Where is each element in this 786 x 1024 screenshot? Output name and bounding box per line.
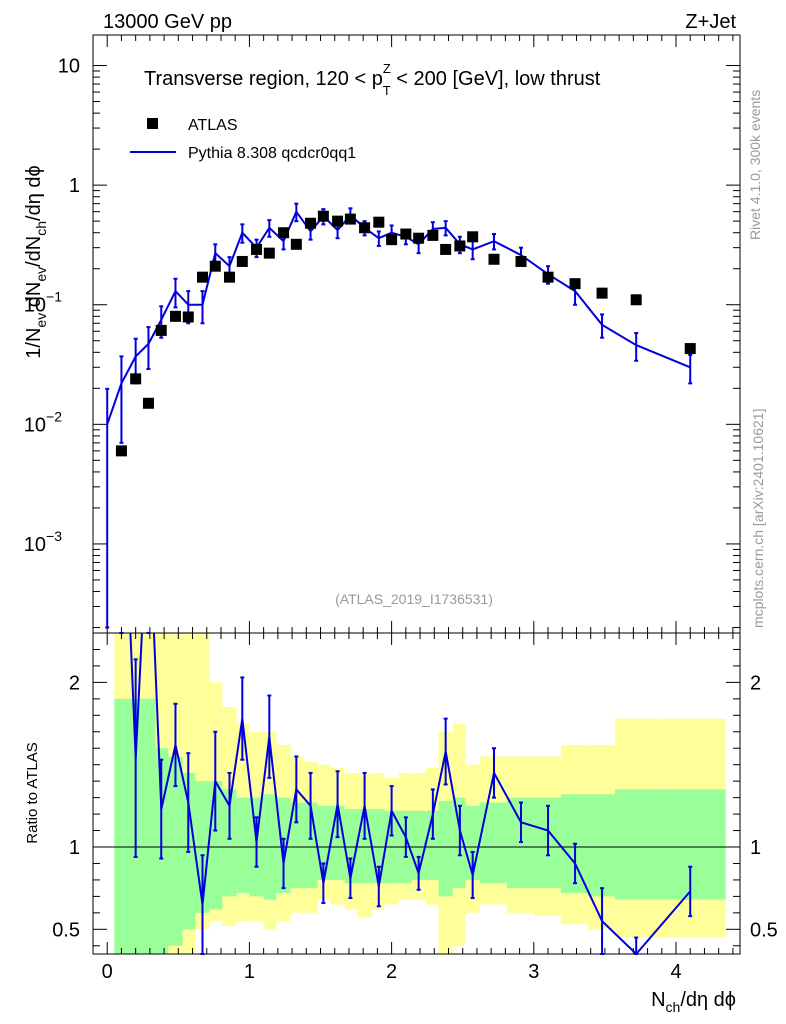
atlas-data-point: [196, 271, 208, 283]
atlas-data-point: [224, 271, 236, 283]
x-tick-label: 2: [386, 961, 397, 983]
green-band-bin: [479, 802, 507, 884]
atlas-data-point: [630, 294, 642, 306]
atlas-data-point: [413, 232, 425, 244]
atlas-data-point: [386, 234, 398, 246]
ratio-y-axis-label: Ratio to ATLAS: [24, 742, 41, 843]
green-band-bin: [168, 756, 183, 946]
atlas-data-point: [278, 227, 290, 239]
pythia-line: [106, 209, 691, 425]
atlas-data-point: [684, 343, 696, 355]
header-left-label: 13000 GeV pp: [103, 11, 232, 33]
x-tick-label: 4: [670, 961, 681, 983]
atlas-data-point: [569, 278, 581, 290]
ratio-plot-frame: [92, 632, 741, 955]
x-tick-label: 0: [102, 961, 113, 983]
atlas-data-point: [440, 243, 452, 255]
atlas-data-point: [236, 255, 248, 267]
atlas-data-point: [290, 238, 302, 250]
ratio-y-tick-label-right: 2: [750, 672, 761, 694]
rivet-side-label: Rivet 4.1.0, 300k events: [747, 90, 763, 240]
analysis-watermark: (ATLAS_2019_I1736531): [335, 591, 493, 607]
green-band-bin: [587, 794, 615, 897]
atlas-data-point: [169, 310, 181, 322]
atlas-data-point: [130, 373, 142, 385]
green-band-bin: [222, 789, 237, 897]
y-tick-label: 10−3: [24, 528, 62, 556]
data-marks: [105, 202, 696, 629]
ratio-y-tick-label: 1: [69, 837, 80, 859]
legend-atlas-label: ATLAS: [188, 117, 238, 134]
atlas-data-point: [454, 240, 466, 252]
atlas-data-point: [515, 255, 527, 267]
atlas-data-point: [182, 311, 194, 323]
atlas-data-point: [209, 260, 221, 272]
x-axis-label: Nch/dη dϕ: [651, 989, 736, 1015]
atlas-data-point: [332, 215, 344, 227]
ratio-pythia-line: [129, 633, 691, 954]
atlas-data-point: [400, 228, 412, 240]
green-band-bin: [290, 802, 304, 889]
ratio-y-tick-label-right: 0.5: [750, 919, 778, 941]
green-band-bin: [438, 800, 453, 897]
atlas-data-point: [427, 229, 439, 241]
legend-atlas-marker: [147, 118, 158, 129]
ratio-uncertainty-bands: [114, 633, 726, 954]
plot-title: Transverse region, 120 < pZ T < 200 [GeV]…: [144, 61, 601, 98]
atlas-data-point: [467, 231, 479, 243]
y-tick-label: 10−2: [24, 408, 62, 436]
atlas-data-point: [251, 243, 263, 255]
y-tick-label: 1: [69, 175, 80, 197]
atlas-data-point: [263, 247, 275, 259]
y-tick-label: 10: [58, 56, 80, 78]
green-band-bin: [614, 789, 657, 900]
x-tick-label: 1: [244, 961, 255, 983]
ratio-y-tick-label: 0.5: [52, 919, 80, 941]
atlas-data-point: [488, 253, 500, 265]
ratio-y-tick-label-right: 1: [750, 837, 761, 859]
atlas-data-point: [344, 213, 356, 225]
green-band-bin: [114, 698, 129, 954]
ratio-y-tick-label: 2: [69, 672, 80, 694]
x-tick-label: 3: [528, 961, 539, 983]
atlas-data-point: [542, 271, 554, 283]
green-band-bin: [141, 698, 156, 954]
atlas-data-point: [373, 216, 385, 228]
mcplots-side-label: mcplots.cern.ch [arXiv:2401.10621]: [750, 409, 766, 628]
header-right-label: Z+Jet: [685, 11, 736, 33]
atlas-data-point: [596, 287, 608, 299]
atlas-data-point: [155, 324, 167, 336]
atlas-data-point: [305, 217, 317, 229]
legend-pythia-label: Pythia 8.308 qcdcr0qq1: [188, 145, 356, 162]
atlas-data-point: [115, 445, 127, 457]
axes-frames: [92, 34, 741, 955]
green-band-bin: [236, 797, 250, 894]
atlas-data-point: [317, 210, 329, 222]
atlas-data-point: [359, 222, 371, 234]
main-y-axis-label: 1/Nev dNev/dNch/dη dϕ: [23, 165, 49, 358]
ratio-marks: [119, 632, 693, 955]
atlas-data-point: [142, 397, 154, 409]
